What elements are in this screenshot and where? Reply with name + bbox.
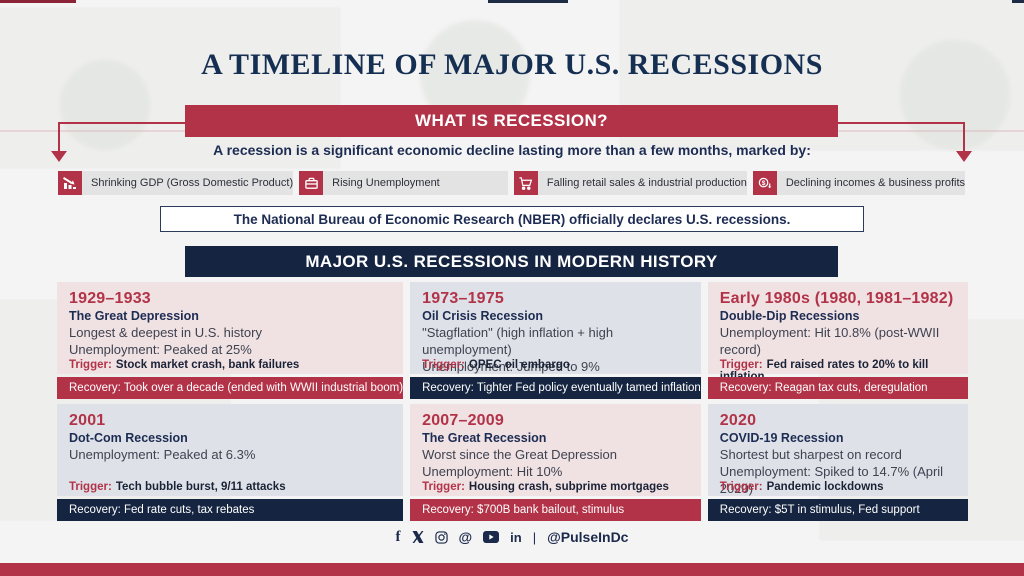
card-name: Dot-Com Recession — [69, 431, 188, 445]
trigger-label: Trigger: — [719, 359, 763, 371]
card-years: Early 1980s (1980, 1981–1982) — [719, 290, 954, 307]
card-years: 1973–1975 — [422, 290, 504, 307]
card-years: 1929–1933 — [69, 290, 151, 307]
arrow-down-icon — [956, 151, 972, 162]
card-recovery-bar: Recovery: $700B bank bailout, stimulus — [410, 499, 701, 521]
card-double-dip: Early 1980s (1980, 1981–1982) Double-Dip… — [707, 282, 968, 399]
briefcase-icon — [299, 171, 324, 195]
indicator-label: Falling retail sales & industrial produc… — [537, 171, 747, 195]
timeline-banner: MAJOR U.S. RECESSIONS IN MODERN HISTORY — [185, 246, 838, 277]
indicator-label: Shrinking GDP (Gross Domestic Product) — [82, 171, 294, 195]
instagram-icon[interactable] — [434, 530, 448, 545]
connector-line-left-drop — [58, 122, 60, 152]
card-name: Double-Dip Recessions — [719, 309, 860, 323]
card-body: 1973–1975 Oil Crisis Recession "Stagflat… — [410, 282, 701, 374]
card-recovery-bar: Recovery: Reagan tax cuts, deregulation — [707, 377, 968, 399]
shopping-cart-icon — [513, 171, 538, 195]
card-years: 2001 — [69, 412, 106, 429]
trigger-label: Trigger: — [69, 481, 112, 493]
card-body: 2001 Dot-Com Recession Unemployment: Pea… — [57, 404, 404, 496]
card-trigger: Trigger: OPEC oil embargo — [422, 359, 689, 371]
card-trigger: Trigger: Housing crash, subprime mortgage… — [422, 481, 689, 493]
svg-text:$: $ — [762, 180, 766, 187]
card-description: Worst since the Great Depression Unemplo… — [422, 447, 617, 479]
social-handle[interactable]: @PulseInDc — [547, 529, 629, 545]
recession-cards-grid: 1929–1933 The Great Depression Longest &… — [57, 282, 968, 521]
trigger-value: Pandemic lockdowns — [766, 481, 884, 493]
card-description: "Stagflation" (high inflation + high une… — [422, 325, 614, 374]
indicator-label: Declining incomes & business profits — [776, 171, 965, 195]
trigger-value: Tech bubble burst, 9/11 attacks — [115, 481, 286, 493]
card-great-depression: 1929–1933 The Great Depression Longest &… — [57, 282, 404, 399]
card-trigger: Trigger: Stock market crash, bank failure… — [69, 359, 391, 371]
card-body: 2007–2009 The Great Recession Worst sinc… — [410, 404, 701, 496]
page-title: A TIMELINE OF MAJOR U.S. RECESSIONS — [201, 48, 823, 81]
trigger-label: Trigger: — [422, 359, 465, 371]
card-name: Oil Crisis Recession — [422, 309, 543, 323]
card-recovery-bar: Recovery: Tighter Fed policy eventually … — [410, 377, 701, 399]
indicator-row: Shrinking GDP (Gross Domestic Product) R… — [58, 171, 965, 195]
trigger-label: Trigger: — [422, 481, 465, 493]
x-icon[interactable] — [412, 530, 424, 545]
connector-line-right-drop — [963, 122, 965, 152]
card-years: 2020 — [719, 412, 757, 429]
card-name: COVID-19 Recession — [719, 431, 844, 445]
indicator-falling-retail: Falling retail sales & industrial produc… — [513, 171, 747, 195]
recession-definition-text: A recession is a significant economic de… — [213, 142, 811, 158]
card-description: Unemployment: Peaked at 6.3% — [69, 447, 256, 462]
card-great-recession: 2007–2009 The Great Recession Worst sinc… — [410, 404, 701, 521]
card-name: The Great Depression — [69, 309, 199, 323]
indicator-declining-incomes: $ Declining incomes & business profits — [752, 171, 965, 195]
card-covid-recession: 2020 COVID-19 Recession Shortest but sha… — [707, 404, 968, 521]
card-oil-crisis: 1973–1975 Oil Crisis Recession "Stagflat… — [410, 282, 701, 399]
card-description: Longest & deepest in U.S. history Unempl… — [69, 325, 262, 357]
indicator-rising-unemployment: Rising Unemployment — [299, 171, 508, 195]
indicator-shrinking-gdp: Shrinking GDP (Gross Domestic Product) — [58, 171, 294, 195]
facebook-icon[interactable]: f — [395, 528, 401, 545]
trigger-value: OPEC oil embargo — [468, 359, 570, 371]
card-body: 1929–1933 The Great Depression Longest &… — [57, 282, 404, 374]
threads-icon[interactable]: @ — [458, 529, 473, 545]
card-body: Early 1980s (1980, 1981–1982) Double-Dip… — [707, 282, 968, 383]
youtube-icon[interactable] — [483, 530, 500, 545]
nber-note: The National Bureau of Economic Research… — [160, 206, 864, 232]
indicator-label: Rising Unemployment — [323, 171, 508, 195]
card-trigger: Trigger: Tech bubble burst, 9/11 attacks — [69, 481, 391, 493]
card-description: Shortest but sharpest on record Unemploy… — [719, 447, 944, 496]
bottom-accent-band — [0, 563, 1024, 576]
footer-separator: | — [532, 529, 537, 545]
trigger-label: Trigger: — [69, 359, 112, 371]
arrow-down-icon — [51, 151, 67, 162]
trigger-value: Housing crash, subprime mortgages — [468, 481, 669, 493]
linkedin-icon[interactable]: in — [510, 529, 522, 545]
card-name: The Great Recession — [422, 431, 547, 445]
trigger-value: Stock market crash, bank failures — [115, 359, 300, 371]
card-years: 2007–2009 — [422, 412, 504, 429]
what-is-recession-banner: WHAT IS RECESSION? — [185, 105, 838, 137]
declining-chart-icon — [58, 171, 82, 195]
card-trigger: Trigger: Pandemic lockdowns — [720, 481, 956, 493]
card-recovery-bar: Recovery: Fed rate cuts, tax rebates — [57, 499, 404, 521]
card-recovery-bar: Recovery: Took over a decade (ended with… — [57, 377, 404, 399]
card-body: 2020 COVID-19 Recession Shortest but sha… — [707, 404, 968, 496]
footer: f @ in | @PulseInDc — [0, 528, 1024, 546]
trigger-label: Trigger: — [719, 481, 763, 493]
coin-decline-icon: $ — [752, 171, 777, 195]
connector-line-right — [838, 122, 965, 124]
card-dot-com: 2001 Dot-Com Recession Unemployment: Pea… — [57, 404, 404, 521]
connector-line-left — [59, 122, 186, 124]
card-recovery-bar: Recovery: $5T in stimulus, Fed support — [707, 499, 968, 521]
card-description: Unemployment: Hit 10.8% (post-WWII recor… — [719, 325, 940, 357]
